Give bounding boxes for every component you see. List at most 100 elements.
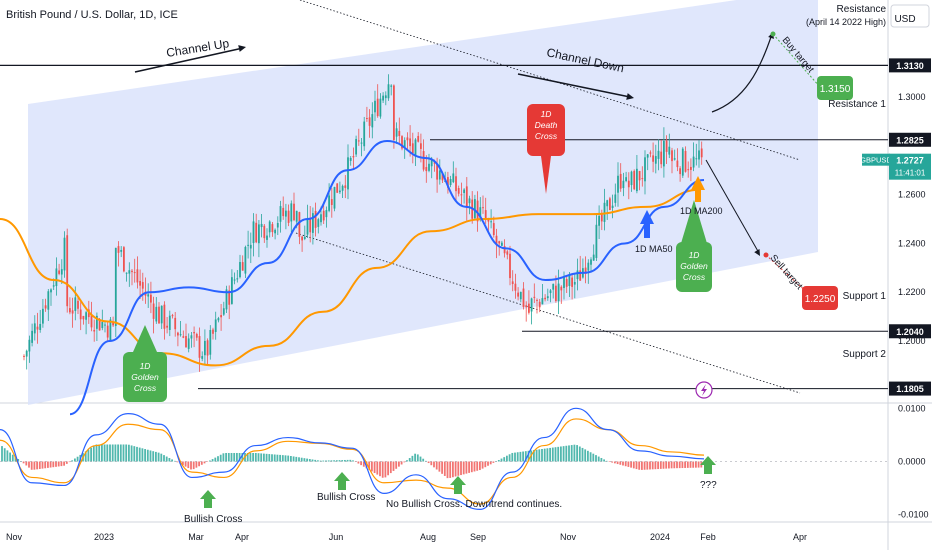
macd-histogram-bar — [152, 451, 155, 462]
bullish-cross-arrow — [334, 472, 350, 490]
bullish-cross-label-2: Bullish Cross — [317, 492, 375, 503]
bullish-cross-arrow — [200, 490, 216, 508]
macd-histogram-bar — [614, 461, 616, 464]
candle-body — [420, 143, 422, 149]
macd-histogram-bar — [157, 452, 160, 462]
macd-histogram-bar — [635, 461, 638, 470]
candle-body — [47, 291, 50, 310]
buy-target-value: 1.3150 — [820, 84, 851, 95]
candle-body — [665, 140, 668, 152]
arrow-head — [626, 93, 634, 100]
ma50-label: 1D MA50 — [635, 244, 673, 254]
candle-body — [565, 279, 568, 287]
macd-histogram-bar — [330, 460, 333, 462]
candle-body — [541, 298, 544, 305]
macd-histogram-bar — [398, 461, 400, 467]
macd-histogram-bar — [200, 461, 203, 465]
death-cross-text: Death — [535, 120, 558, 130]
macd-histogram-bar — [303, 458, 306, 462]
ma200-label: 1D MA200 — [680, 206, 723, 216]
macd-histogram-bar — [47, 461, 49, 468]
macd-histogram-bar — [484, 461, 487, 468]
macd-histogram-bar — [38, 461, 41, 469]
candle-body — [255, 222, 258, 243]
candle-body — [552, 283, 555, 290]
macd-panel — [0, 407, 888, 510]
death-cross-pointer — [541, 156, 551, 194]
candle-body — [509, 253, 511, 279]
macd-histogram-bar — [109, 444, 111, 462]
candle-body — [522, 288, 525, 307]
currency-button[interactable] — [890, 4, 930, 28]
macd-histogram-bar — [295, 456, 298, 462]
macd-histogram-bar — [65, 461, 68, 464]
macd-histogram-bar — [427, 461, 430, 464]
golden-cross-1-text: Cross — [134, 383, 157, 393]
candle-body — [244, 246, 247, 274]
macd-histogram-bar — [508, 454, 511, 462]
macd-histogram-bar — [673, 461, 676, 469]
candle-body — [23, 355, 25, 357]
candle-body — [671, 150, 673, 162]
candle-body — [438, 170, 441, 180]
macd-histogram-bar — [111, 444, 114, 462]
death-cross-text: Cross — [535, 131, 558, 141]
macd-histogram-bar — [479, 461, 481, 471]
macd-histogram-bar — [638, 461, 641, 470]
macd-histogram-bar — [33, 461, 36, 470]
candle-body — [676, 160, 679, 168]
candle-body — [673, 158, 676, 160]
price-tick-label: 1.3000 — [898, 92, 926, 102]
macd-histogram-bar — [36, 461, 38, 470]
candle-body — [77, 300, 79, 309]
macd-histogram-bar — [290, 456, 292, 462]
macd-histogram-bar — [187, 461, 190, 469]
macd-histogram-bar — [371, 461, 373, 472]
price-candles — [23, 74, 703, 372]
candle-body — [692, 156, 695, 168]
candle-body — [50, 289, 52, 293]
ma50-line — [69, 139, 705, 416]
time-tick-label: Nov — [560, 532, 577, 542]
candle-body — [525, 305, 528, 308]
macd-histogram-bar — [506, 455, 508, 462]
macd-histogram-bar — [122, 444, 125, 462]
support-2-tag — [889, 381, 931, 396]
channel-up-arrow — [134, 47, 244, 73]
candle-body — [384, 95, 387, 99]
currency-label[interactable]: USD — [894, 14, 915, 25]
candle-body — [679, 168, 681, 175]
sell-target-badge — [802, 286, 838, 310]
macd-histogram-bar — [165, 456, 168, 462]
candle-body — [557, 283, 560, 302]
macd-histogram-bar — [362, 461, 365, 467]
macd-histogram-bar — [300, 457, 303, 462]
macd-histogram-bar — [87, 449, 90, 462]
candle-body — [320, 214, 322, 223]
macd-histogram-bar — [627, 461, 630, 467]
macd-histogram-bar — [392, 461, 395, 471]
golden-cross-2-text: Golden — [680, 261, 708, 271]
macd-histogram-bar — [387, 461, 389, 476]
question-label: ??? — [700, 480, 717, 491]
macd-histogram-bar — [446, 461, 449, 479]
golden-cross-1-text: 1D — [140, 361, 151, 371]
macd-histogram-bar — [395, 461, 398, 469]
price-tick-label: 1.2400 — [898, 238, 926, 248]
candle-body — [573, 282, 576, 285]
candle-body — [595, 224, 598, 258]
candle-body — [517, 292, 519, 297]
arrow-head — [238, 45, 246, 52]
macd-histogram-bar — [465, 461, 468, 474]
macd-histogram-bar — [352, 460, 354, 462]
candle-body — [627, 180, 630, 188]
candle-body — [684, 150, 687, 172]
candle-body — [287, 210, 290, 223]
candle-body — [687, 169, 690, 171]
candle-body — [309, 219, 312, 233]
macd-histogram-bar — [449, 461, 452, 478]
candle-body — [114, 247, 117, 326]
candle-body — [268, 221, 271, 233]
macd-histogram-bar — [209, 460, 211, 462]
support-2-label: Support 2 — [843, 349, 887, 360]
